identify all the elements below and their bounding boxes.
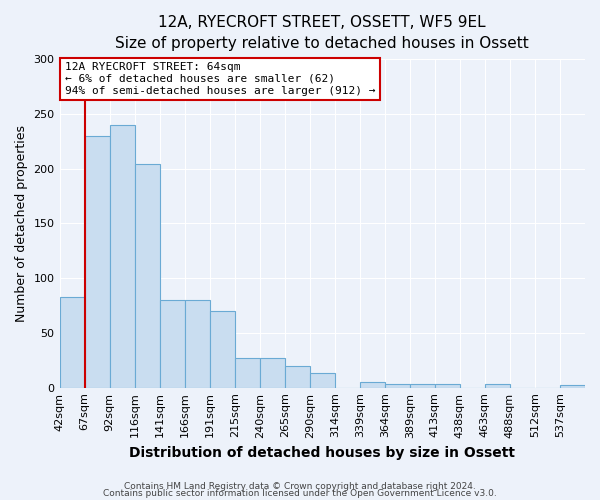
Bar [385,384,410,388]
Bar [185,300,209,388]
Bar [85,136,110,388]
X-axis label: Distribution of detached houses by size in Ossett: Distribution of detached houses by size … [129,446,515,460]
Text: Contains public sector information licensed under the Open Government Licence v3: Contains public sector information licen… [103,490,497,498]
Bar [310,374,335,388]
Bar [110,125,134,388]
Bar [160,300,185,388]
Y-axis label: Number of detached properties: Number of detached properties [15,125,28,322]
Bar [485,384,510,388]
Bar [260,358,285,388]
Bar [410,384,435,388]
Bar [59,297,85,388]
Bar [209,311,235,388]
Bar [235,358,260,388]
Bar [360,382,385,388]
Bar [285,366,310,388]
Text: 12A RYECROFT STREET: 64sqm
← 6% of detached houses are smaller (62)
94% of semi-: 12A RYECROFT STREET: 64sqm ← 6% of detac… [65,62,375,96]
Title: 12A, RYECROFT STREET, OSSETT, WF5 9EL
Size of property relative to detached hous: 12A, RYECROFT STREET, OSSETT, WF5 9EL Si… [115,15,529,51]
Bar [134,164,160,388]
Bar [560,386,585,388]
Text: Contains HM Land Registry data © Crown copyright and database right 2024.: Contains HM Land Registry data © Crown c… [124,482,476,491]
Bar [435,384,460,388]
